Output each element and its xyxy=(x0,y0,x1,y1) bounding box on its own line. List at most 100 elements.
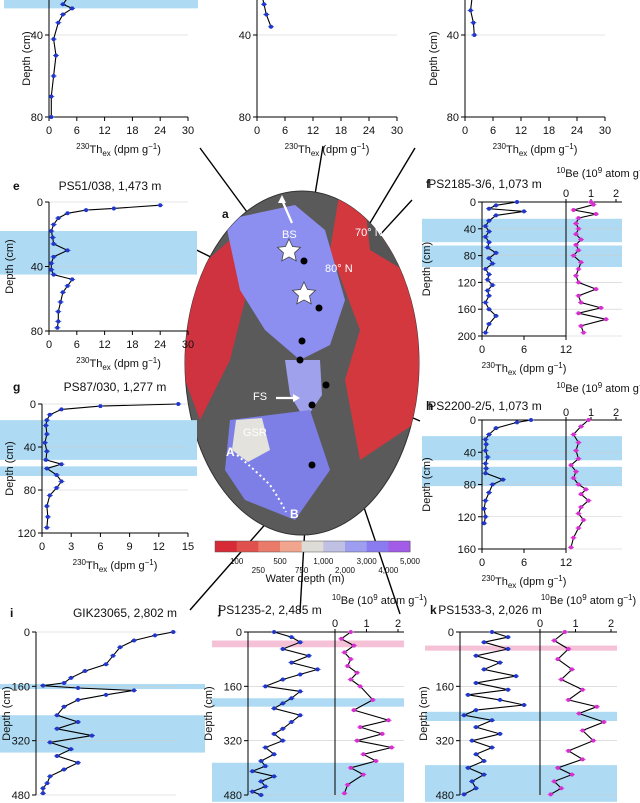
th230-data-point xyxy=(60,290,65,295)
map-panel-label: a xyxy=(222,207,229,221)
be10-data-point xyxy=(576,293,581,298)
th230-data-point xyxy=(280,701,285,706)
be10-series-line xyxy=(572,201,607,333)
be10-data-point xyxy=(361,752,366,757)
th230-data-point xyxy=(44,466,49,471)
th230-data-point xyxy=(482,506,487,511)
th230-data-point xyxy=(468,8,473,13)
be10-data-point xyxy=(576,526,581,531)
th230-data-point xyxy=(44,525,49,530)
be10-data-point xyxy=(566,697,571,702)
th230-data-point xyxy=(62,680,66,685)
x-tick-label: 0 xyxy=(254,125,260,137)
be10-data-point xyxy=(361,772,366,777)
y-axis-label: Depth (cm) xyxy=(1,686,13,740)
y-tick-label: 160 xyxy=(224,681,242,693)
th230-data-point xyxy=(487,240,491,245)
th230-data-point xyxy=(76,719,80,724)
th230-data-point xyxy=(65,211,70,216)
be10-data-point xyxy=(569,463,573,468)
th230-data-point xyxy=(515,420,519,425)
be10-data-point xyxy=(580,728,585,733)
be10-data-point xyxy=(348,657,353,662)
be10-data-point xyxy=(355,738,360,743)
th230-data-point xyxy=(470,738,474,743)
x-tick-label: 18 xyxy=(126,125,138,137)
be10-data-point xyxy=(591,738,596,743)
th230-data-point xyxy=(60,2,65,7)
gsr-label: GSR xyxy=(243,427,267,439)
th230-data-point xyxy=(263,784,268,789)
y-tick-label: 80 xyxy=(31,112,43,124)
be10-data-point xyxy=(579,492,583,497)
th230-data-point xyxy=(472,33,477,37)
th230-data-point xyxy=(50,235,55,240)
th230-data-point xyxy=(494,213,498,218)
inflow-arrow xyxy=(280,199,294,224)
th230-data-point xyxy=(498,697,502,702)
be10-data-point xyxy=(604,317,608,322)
colorbar-swatch xyxy=(258,541,281,552)
th230-data-point xyxy=(272,774,277,779)
be10-data-point xyxy=(574,232,578,237)
panel-top-right: 40 800 6 12 18 24 30 Depth (cm) 230Thex (dpm g−1… xyxy=(428,0,611,158)
x-tick-label: 3 xyxy=(68,541,74,553)
th230-data-point xyxy=(44,504,49,509)
th230-data-point xyxy=(485,277,490,282)
be10-data-point xyxy=(577,711,582,716)
pink-band xyxy=(425,645,617,651)
th230-data-point xyxy=(470,779,474,784)
be10-data-point xyxy=(571,476,576,481)
th230-data-point xyxy=(56,216,61,221)
th230-data-point xyxy=(41,786,45,791)
th230-data-point xyxy=(51,272,56,277)
be10-data-point xyxy=(574,448,578,453)
be10-data-point xyxy=(576,248,581,253)
th230-data-point xyxy=(462,713,466,718)
th230-data-point xyxy=(47,493,52,498)
th230-data-point xyxy=(482,521,487,526)
th230-data-point xyxy=(45,514,50,519)
th230-data-point xyxy=(65,248,70,253)
th230-data-point xyxy=(485,245,490,250)
y-axis-label: Depth (cm) xyxy=(203,686,215,740)
highlight-band xyxy=(4,0,198,9)
th230-data-point xyxy=(158,203,163,208)
x2-tick-label: 2 xyxy=(608,618,614,630)
highlight-band xyxy=(0,420,197,460)
be10-data-point xyxy=(380,731,385,736)
th230-series-line xyxy=(42,631,174,794)
panel-k: 0 160 320 480 0 1 2 10Be (109 atom g−1) Depth (c… xyxy=(418,593,636,802)
th230-data-point xyxy=(289,696,294,701)
x-tick-label: 30 xyxy=(599,125,611,137)
y-tick-label: 0 xyxy=(30,399,36,411)
th230-data-point xyxy=(54,485,59,490)
th230-data-point xyxy=(56,20,61,25)
th230-data-point xyxy=(487,256,491,261)
th230-data-point xyxy=(55,753,59,758)
th230-data-point xyxy=(98,404,103,409)
be10-data-point xyxy=(594,704,599,709)
colorbar-tick-label: 250 xyxy=(252,566,266,575)
y-tick-label: 160 xyxy=(458,304,476,316)
th230-data-point xyxy=(263,745,268,750)
be10-data-point xyxy=(581,330,586,335)
th230-data-point xyxy=(490,482,495,487)
be10-data-point xyxy=(579,323,583,328)
th230-data-point xyxy=(263,764,268,769)
th230-data-point xyxy=(506,635,510,640)
inflow-arrow-head xyxy=(278,195,286,203)
be10-data-point xyxy=(589,200,593,204)
panel-label: i xyxy=(10,606,13,620)
be10-data-point xyxy=(580,687,585,692)
th230-data-point xyxy=(48,774,52,779)
be10-data-point xyxy=(386,718,391,723)
th230-data-point xyxy=(69,747,73,752)
y-tick-label: 120 xyxy=(18,528,36,540)
th230-data-point xyxy=(269,24,273,29)
point-b-label: B xyxy=(290,507,299,521)
y-tick-label: 40 xyxy=(24,442,36,454)
x-tick-label: 18 xyxy=(126,339,138,351)
x-axis-label: 230Thex (dpm g−1) xyxy=(76,142,161,158)
th230-data-point xyxy=(298,672,303,677)
